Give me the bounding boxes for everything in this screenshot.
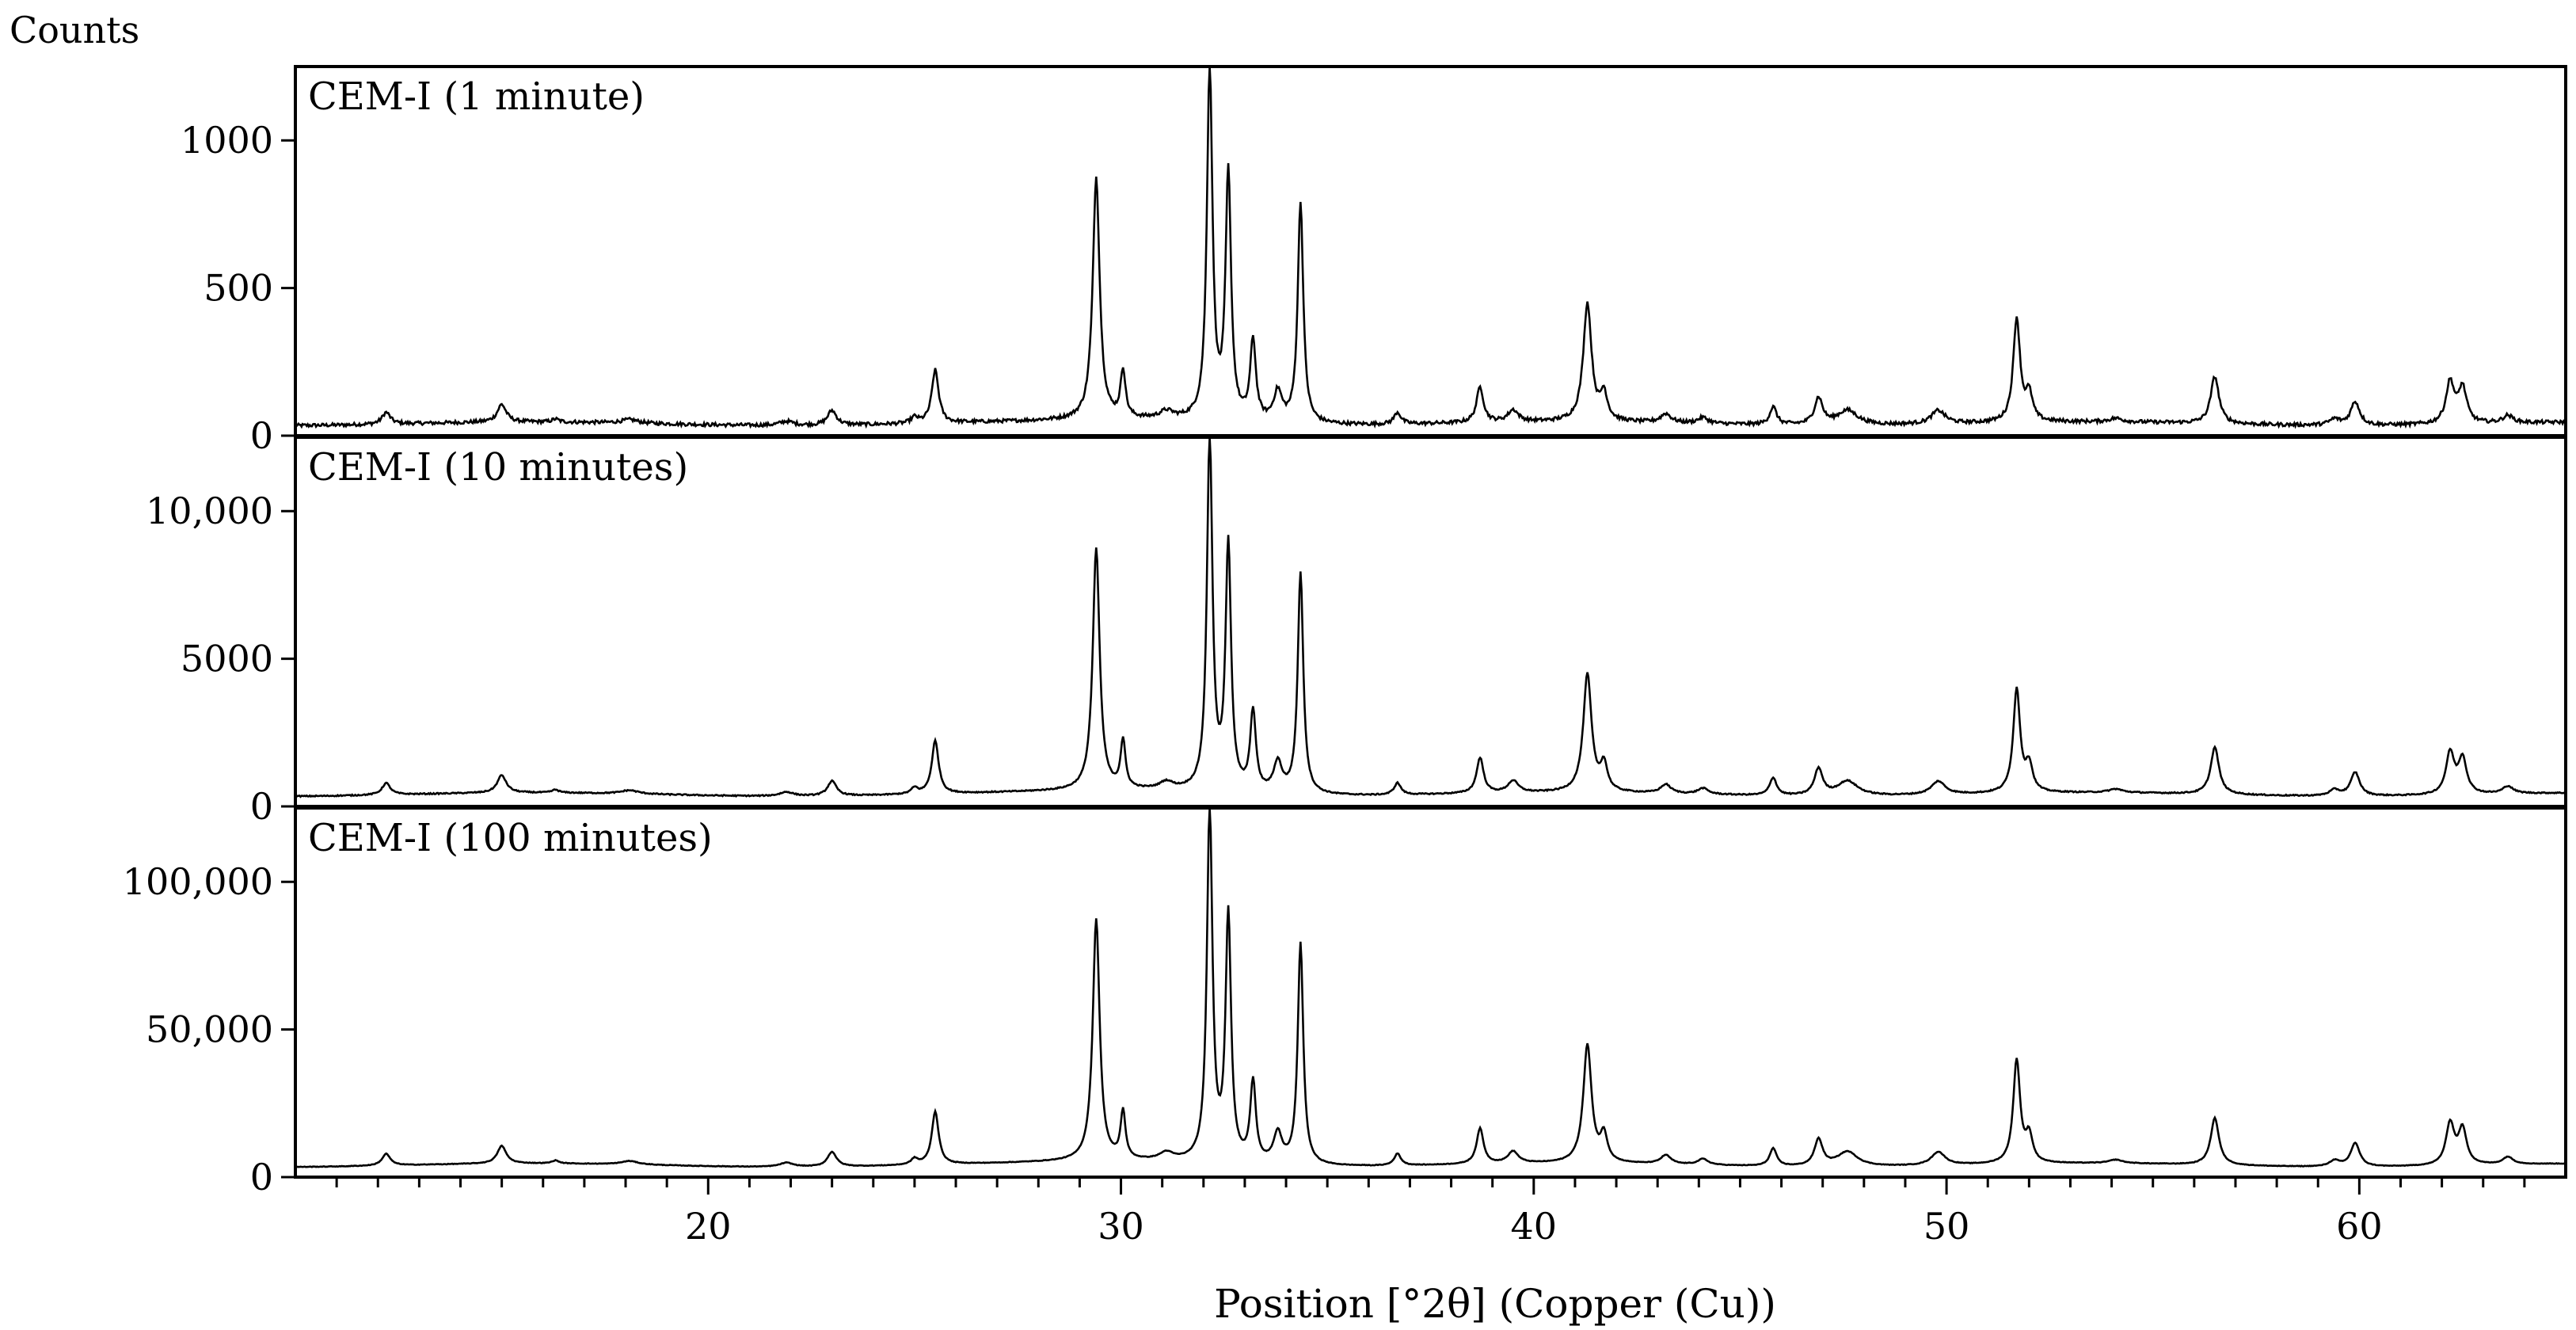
x-tick-label-40: 40 bbox=[1511, 1205, 1558, 1248]
panel-frame-3 bbox=[294, 806, 2567, 1179]
panels: CEM-I (1 minute) 0 500 1000 CEM-I (10 minute… bbox=[123, 65, 2567, 1199]
y-tick-label-2-2: 10,000 bbox=[146, 490, 273, 532]
x-tick-label-20: 20 bbox=[685, 1205, 732, 1248]
x-axis-title: Position [°2θ] (Copper (Cu)) bbox=[1214, 1281, 1776, 1327]
panel-label-3: CEM-I (100 minutes) bbox=[308, 816, 713, 860]
y-tick-label-3-1: 50,000 bbox=[146, 1008, 273, 1051]
series-line-1 bbox=[294, 66, 2567, 429]
series-line-3 bbox=[295, 807, 2566, 1168]
y-tick-label-2-0: 0 bbox=[250, 785, 273, 828]
panel-2: CEM-I (10 minutes) 0 5000 10,000 bbox=[146, 436, 2567, 828]
panel-label-2: CEM-I (10 minutes) bbox=[308, 445, 688, 490]
panel-3: CEM-I (100 minutes) 0 50,000 100,000 bbox=[123, 806, 2567, 1199]
y-axis-label: Counts bbox=[10, 9, 139, 51]
x-tick-label-50: 50 bbox=[1923, 1205, 1970, 1248]
panel-1: CEM-I (1 minute) 0 500 1000 bbox=[181, 65, 2567, 457]
x-tick-label-30: 30 bbox=[1098, 1205, 1144, 1248]
y-tick-label-1-1: 500 bbox=[204, 267, 273, 310]
series-line-2 bbox=[295, 436, 2566, 798]
panel-label-1: CEM-I (1 minute) bbox=[308, 74, 645, 119]
y-tick-label-2-1: 5000 bbox=[181, 638, 273, 680]
x-tick-label-60: 60 bbox=[2336, 1205, 2383, 1248]
panel-frame-2 bbox=[294, 436, 2567, 808]
y-tick-label-3-0: 0 bbox=[250, 1156, 273, 1199]
panel-frame-1 bbox=[294, 65, 2567, 437]
y-tick-label-1-0: 0 bbox=[250, 414, 273, 457]
y-tick-label-3-2: 100,000 bbox=[123, 860, 273, 903]
y-tick-label-1-2: 1000 bbox=[181, 119, 273, 162]
x-axis: 20 30 40 50 60 bbox=[335, 1177, 2526, 1248]
